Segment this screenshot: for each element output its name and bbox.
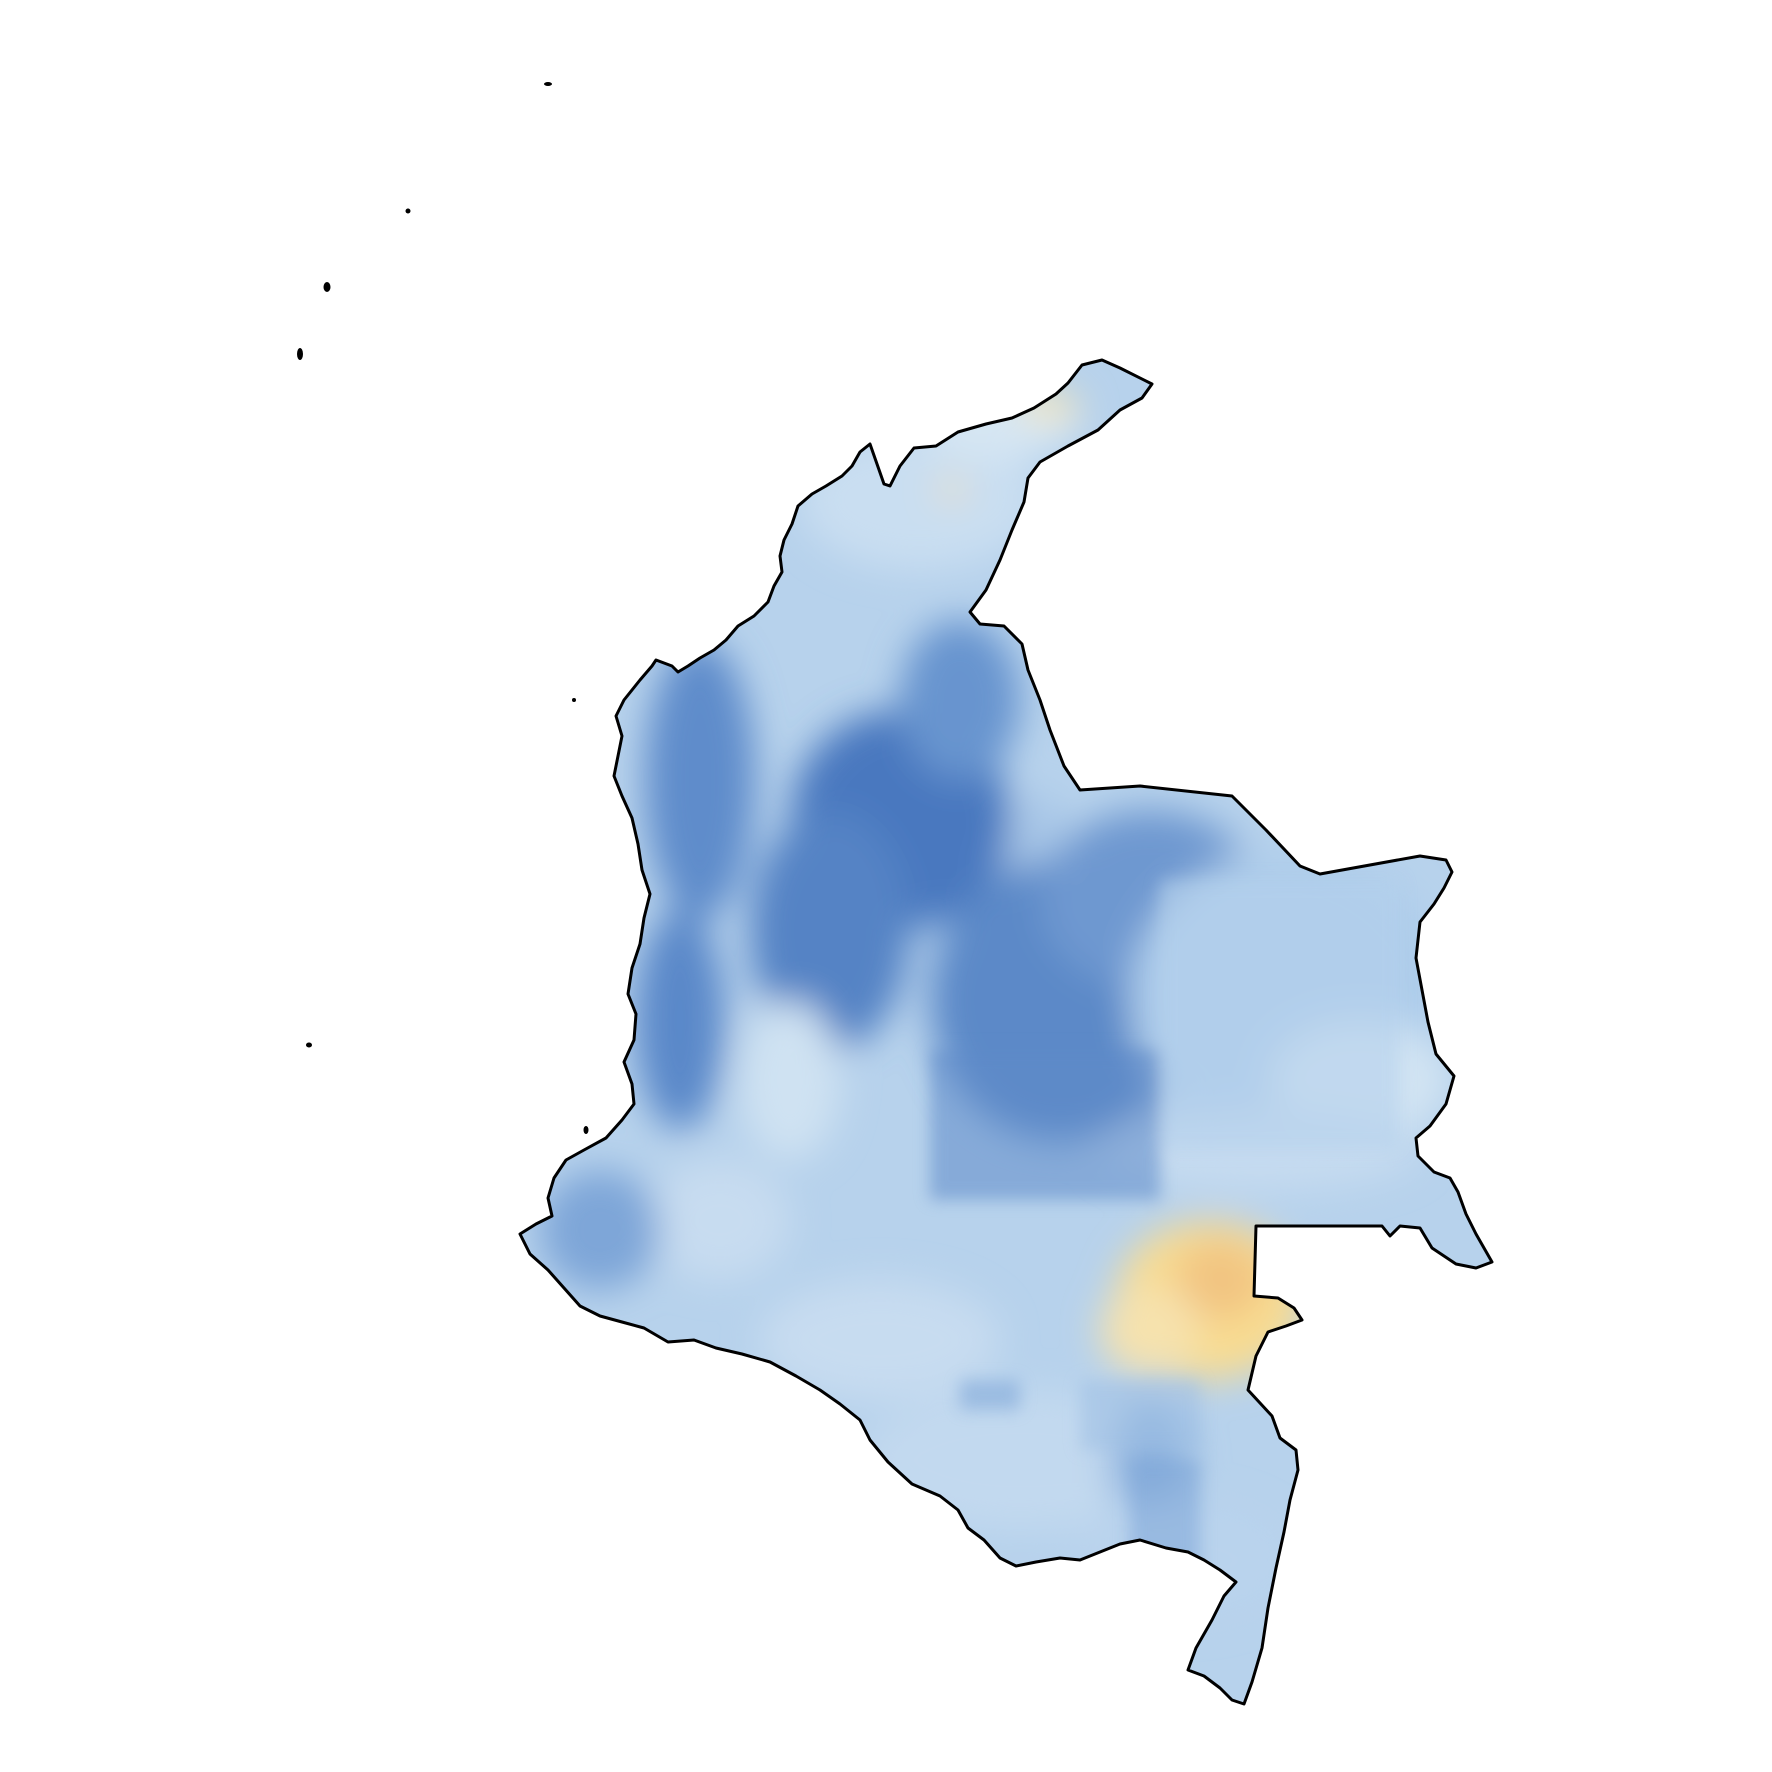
- island-7: [583, 1126, 589, 1134]
- tile-patches: [930, 880, 1400, 1570]
- island-2: [405, 208, 411, 214]
- island-5: [572, 698, 576, 702]
- island-6: [306, 1042, 312, 1048]
- islands: [297, 82, 589, 1134]
- island-3: [323, 282, 331, 292]
- island-1: [544, 82, 552, 86]
- island-4: [297, 348, 303, 360]
